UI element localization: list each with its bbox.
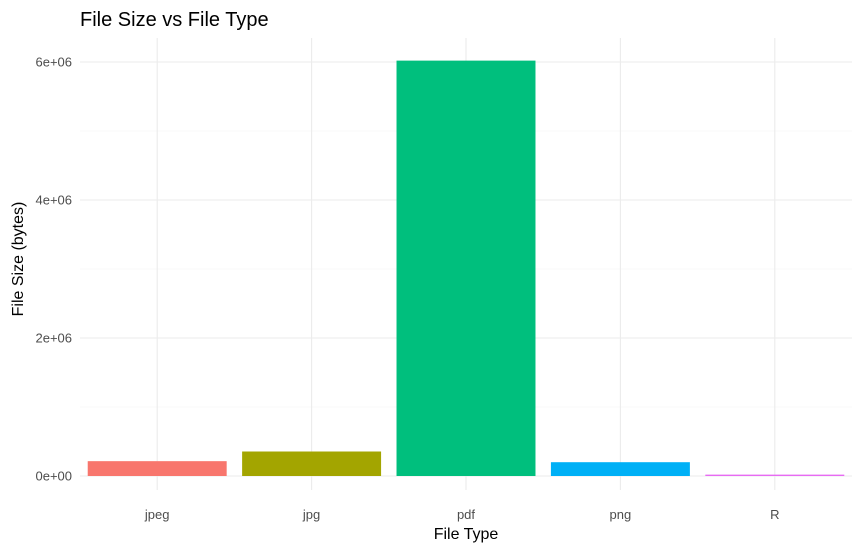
- x-tick-label: jpg: [302, 507, 320, 522]
- x-tick-label: png: [610, 507, 632, 522]
- y-axis-title: File Size (bytes): [10, 202, 27, 317]
- bar-pdf: [396, 60, 536, 477]
- bar-jpeg: [87, 461, 227, 476]
- bars: [87, 60, 845, 477]
- y-tick-label: 6e+06: [35, 55, 72, 70]
- y-axis-ticks: 0e+00 2e+06 4e+06 6e+06: [35, 55, 72, 484]
- y-tick-label: 2e+06: [35, 331, 72, 346]
- bar-r: [705, 474, 845, 476]
- x-tick-label: R: [770, 507, 779, 522]
- x-tick-label: pdf: [457, 507, 475, 522]
- y-tick-label: 0e+00: [35, 469, 72, 484]
- bar-png: [550, 462, 690, 476]
- y-tick-label: 4e+06: [35, 193, 72, 208]
- bar-jpg: [242, 451, 382, 476]
- x-axis-title: File Type: [434, 526, 499, 543]
- x-axis-ticks: jpeg jpg pdf png R: [144, 507, 780, 522]
- chart-title: File Size vs File Type: [80, 9, 269, 31]
- x-tick-label: jpeg: [144, 507, 170, 522]
